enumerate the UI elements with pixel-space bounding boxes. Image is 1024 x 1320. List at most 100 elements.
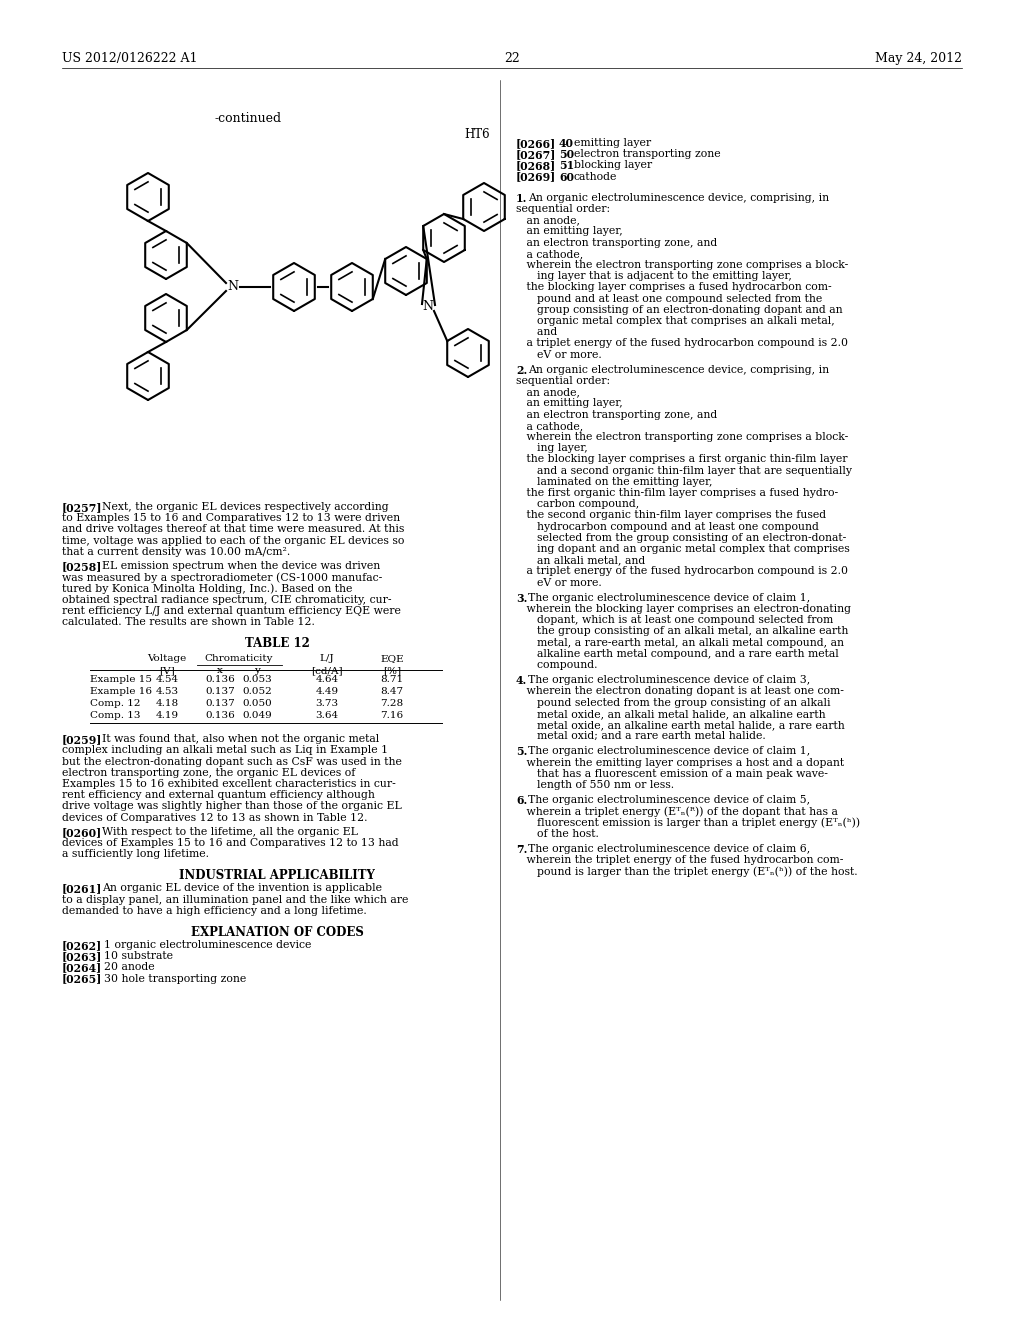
Text: 0.137: 0.137 xyxy=(205,700,234,709)
Text: rent efficiency L/J and external quantum efficiency EQE were: rent efficiency L/J and external quantum… xyxy=(62,606,400,616)
Text: time, voltage was applied to each of the organic EL devices so: time, voltage was applied to each of the… xyxy=(62,536,404,545)
Text: complex including an alkali metal such as Liq in Example 1: complex including an alkali metal such a… xyxy=(62,746,388,755)
Text: wherein the electron transporting zone comprises a block-: wherein the electron transporting zone c… xyxy=(516,260,848,271)
Text: group consisting of an electron-donating dopant and an: group consisting of an electron-donating… xyxy=(516,305,843,314)
Text: 1 organic electroluminescence device: 1 organic electroluminescence device xyxy=(104,940,311,950)
Text: Comp. 13: Comp. 13 xyxy=(90,711,140,721)
Text: blocking layer: blocking layer xyxy=(574,161,652,170)
Text: [V]: [V] xyxy=(159,667,175,676)
Text: an anode,: an anode, xyxy=(516,387,580,397)
Text: 0.050: 0.050 xyxy=(242,700,272,709)
Text: 10 substrate: 10 substrate xyxy=(104,952,173,961)
Text: a cathode,: a cathode, xyxy=(516,421,584,430)
Text: selected from the group consisting of an electron-donat-: selected from the group consisting of an… xyxy=(516,533,846,543)
Text: 60: 60 xyxy=(559,172,574,182)
Text: eV or more.: eV or more. xyxy=(516,350,602,359)
Text: and drive voltages thereof at that time were measured. At this: and drive voltages thereof at that time … xyxy=(62,524,404,535)
Text: compound.: compound. xyxy=(516,660,597,671)
Text: fluorescent emission is larger than a triplet energy (Eᵀₙ(ʰ)): fluorescent emission is larger than a tr… xyxy=(516,817,860,828)
Text: TABLE 12: TABLE 12 xyxy=(245,638,309,651)
Text: Comp. 12: Comp. 12 xyxy=(90,700,140,709)
Text: L/J: L/J xyxy=(319,655,334,663)
Text: [0263]: [0263] xyxy=(62,952,102,962)
Text: 40: 40 xyxy=(559,139,574,149)
Text: a sufficiently long lifetime.: a sufficiently long lifetime. xyxy=(62,849,209,859)
Text: metal oxid; and a rare earth metal halide.: metal oxid; and a rare earth metal halid… xyxy=(516,731,766,742)
Text: [0268]: [0268] xyxy=(516,161,556,172)
Text: x: x xyxy=(217,667,223,676)
Text: 5.: 5. xyxy=(516,746,527,758)
Text: calculated. The results are shown in Table 12.: calculated. The results are shown in Tab… xyxy=(62,616,314,627)
Text: electron transporting zone, the organic EL devices of: electron transporting zone, the organic … xyxy=(62,768,355,777)
Text: EXPLANATION OF CODES: EXPLANATION OF CODES xyxy=(190,927,364,939)
Text: pound is larger than the triplet energy (Eᵀₙ(ʰ)) of the host.: pound is larger than the triplet energy … xyxy=(516,866,858,876)
Text: an electron transporting zone, and: an electron transporting zone, and xyxy=(516,409,717,420)
Text: [0267]: [0267] xyxy=(516,149,556,160)
Text: 50: 50 xyxy=(559,149,574,160)
Text: 4.64: 4.64 xyxy=(315,676,339,684)
Text: The organic electroluminescence device of claim 3,: The organic electroluminescence device o… xyxy=(528,676,810,685)
Text: 20 anode: 20 anode xyxy=(104,962,155,973)
Text: 51: 51 xyxy=(559,161,574,172)
Text: obtained spectral radiance spectrum, CIE chromaticity, cur-: obtained spectral radiance spectrum, CIE… xyxy=(62,594,391,605)
Text: ing layer,: ing layer, xyxy=(516,444,588,453)
Text: to a display panel, an illumination panel and the like which are: to a display panel, an illumination pane… xyxy=(62,895,409,904)
Text: laminated on the emitting layer,: laminated on the emitting layer, xyxy=(516,477,713,487)
Text: [0259]: [0259] xyxy=(62,734,102,746)
Text: an emitting layer,: an emitting layer, xyxy=(516,399,623,408)
Text: N: N xyxy=(227,281,239,293)
Text: 7.16: 7.16 xyxy=(381,711,403,721)
Text: Example 15: Example 15 xyxy=(90,676,152,684)
Text: length of 550 nm or less.: length of 550 nm or less. xyxy=(516,780,674,789)
Text: [0260]: [0260] xyxy=(62,826,102,838)
Text: an emitting layer,: an emitting layer, xyxy=(516,227,623,236)
Text: the first organic thin-film layer comprises a fused hydro-: the first organic thin-film layer compri… xyxy=(516,488,838,498)
Text: wherein the triplet energy of the fused hydrocarbon com-: wherein the triplet energy of the fused … xyxy=(516,855,844,865)
Text: An organic EL device of the invention is applicable: An organic EL device of the invention is… xyxy=(102,883,382,894)
Text: 0.053: 0.053 xyxy=(242,676,272,684)
Text: 2.: 2. xyxy=(516,364,527,376)
Text: 1.: 1. xyxy=(516,193,527,203)
Text: pound and at least one compound selected from the: pound and at least one compound selected… xyxy=(516,293,822,304)
Text: hydrocarbon compound and at least one compound: hydrocarbon compound and at least one co… xyxy=(516,521,819,532)
Text: but the electron-donating dopant such as CsF was used in the: but the electron-donating dopant such as… xyxy=(62,756,401,767)
Text: organic metal complex that comprises an alkali metal,: organic metal complex that comprises an … xyxy=(516,315,835,326)
Text: [0264]: [0264] xyxy=(62,962,102,973)
Text: that has a fluorescent emission of a main peak wave-: that has a fluorescent emission of a mai… xyxy=(516,768,827,779)
Text: rent efficiency and external quantum efficiency although: rent efficiency and external quantum eff… xyxy=(62,791,375,800)
Text: the group consisting of an alkali metal, an alkaline earth: the group consisting of an alkali metal,… xyxy=(516,627,848,636)
Text: The organic electroluminescence device of claim 5,: The organic electroluminescence device o… xyxy=(528,795,810,805)
Text: drive voltage was slightly higher than those of the organic EL: drive voltage was slightly higher than t… xyxy=(62,801,401,812)
Text: metal oxide, an alkali metal halide, an alkaline earth: metal oxide, an alkali metal halide, an … xyxy=(516,709,825,719)
Text: 0.136: 0.136 xyxy=(205,676,234,684)
Text: [0262]: [0262] xyxy=(62,940,102,950)
Text: US 2012/0126222 A1: US 2012/0126222 A1 xyxy=(62,51,198,65)
Text: [0269]: [0269] xyxy=(516,172,556,182)
Text: tured by Konica Minolta Holding, Inc.). Based on the: tured by Konica Minolta Holding, Inc.). … xyxy=(62,583,352,594)
Text: a triplet energy of the fused hydrocarbon compound is 2.0: a triplet energy of the fused hydrocarbo… xyxy=(516,566,848,577)
Text: 8.71: 8.71 xyxy=(381,676,403,684)
Text: 4.: 4. xyxy=(516,676,527,686)
Text: Chromaticity: Chromaticity xyxy=(205,655,273,663)
Text: The organic electroluminescence device of claim 1,: The organic electroluminescence device o… xyxy=(528,746,810,756)
Text: It was found that, also when not the organic metal: It was found that, also when not the org… xyxy=(102,734,379,744)
Text: was measured by a spectroradiometer (CS-1000 manufac-: was measured by a spectroradiometer (CS-… xyxy=(62,572,382,582)
Text: 4.18: 4.18 xyxy=(156,700,178,709)
Text: 30 hole transporting zone: 30 hole transporting zone xyxy=(104,974,246,983)
Text: [0257]: [0257] xyxy=(62,502,102,513)
Text: pound selected from the group consisting of an alkali: pound selected from the group consisting… xyxy=(516,697,830,708)
Text: INDUSTRIAL APPLICABILITY: INDUSTRIAL APPLICABILITY xyxy=(179,870,375,882)
Text: 7.: 7. xyxy=(516,843,527,855)
Text: a cathode,: a cathode, xyxy=(516,248,584,259)
Text: and a second organic thin-film layer that are sequentially: and a second organic thin-film layer tha… xyxy=(516,466,852,475)
Text: the second organic thin-film layer comprises the fused: the second organic thin-film layer compr… xyxy=(516,511,826,520)
Text: [0265]: [0265] xyxy=(62,974,102,985)
Text: Voltage: Voltage xyxy=(147,655,186,663)
Text: ing dopant and an organic metal complex that comprises: ing dopant and an organic metal complex … xyxy=(516,544,850,554)
Text: HT6: HT6 xyxy=(464,128,490,141)
Text: 8.47: 8.47 xyxy=(381,688,403,696)
Text: Example 16: Example 16 xyxy=(90,688,152,696)
Text: y: y xyxy=(254,667,260,676)
Text: devices of Examples 15 to 16 and Comparatives 12 to 13 had: devices of Examples 15 to 16 and Compara… xyxy=(62,838,398,847)
Text: [cd/A]: [cd/A] xyxy=(311,667,343,676)
